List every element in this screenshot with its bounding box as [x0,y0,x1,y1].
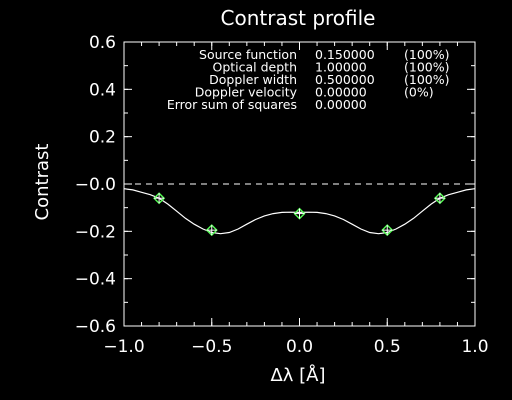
annotation-label: Source function [199,47,297,62]
x-ticks: −1.0 −0.5 0.0 0.5 1.0 [103,42,489,357]
fit-parameters: Source function 0.150000 (100%) Optical dep… [167,47,450,112]
y-tick-label: −0.4 [75,270,116,290]
annotation-value: 0.500000 [315,72,375,87]
annotation-value: 0.150000 [315,47,375,62]
x-tick-label: 1.0 [461,337,488,357]
chart-title: Contrast profile [221,6,376,30]
y-tick-label: −0.0 [75,175,116,195]
annotation-label: Doppler width [209,72,297,87]
annotation-percent: (0%) [404,85,434,100]
y-tick-label: 0.6 [89,33,116,53]
x-tick-label: −0.5 [191,337,232,357]
annotation-percent: (100%) [404,47,450,62]
y-tick-label: 0.2 [89,128,116,148]
x-tick-label: −1.0 [103,337,144,357]
annotation-percent: (100%) [404,60,450,75]
annotation-label: Error sum of squares [167,97,297,112]
x-tick-label: 0.0 [286,337,313,357]
annotation-label: Optical depth [212,60,297,75]
annotation-value: 0.00000 [315,85,367,100]
y-tick-label: −0.6 [75,317,116,337]
annotation-value: 0.00000 [315,97,367,112]
x-tick-label: 0.5 [374,337,401,357]
annotation-label: Doppler velocity [195,85,298,100]
y-tick-label: 0.4 [89,80,116,100]
x-axis-label: Δλ [Å] [270,364,325,386]
annotation-percent: (100%) [404,72,450,87]
data-points [153,192,446,237]
y-tick-label: −0.2 [75,222,116,242]
y-axis-label: Contrast [32,144,53,221]
annotation-value: 1.00000 [315,60,367,75]
y-ticks: 0.6 0.4 0.2 −0.0 −0.2 −0.4 −0.6 [75,33,475,337]
